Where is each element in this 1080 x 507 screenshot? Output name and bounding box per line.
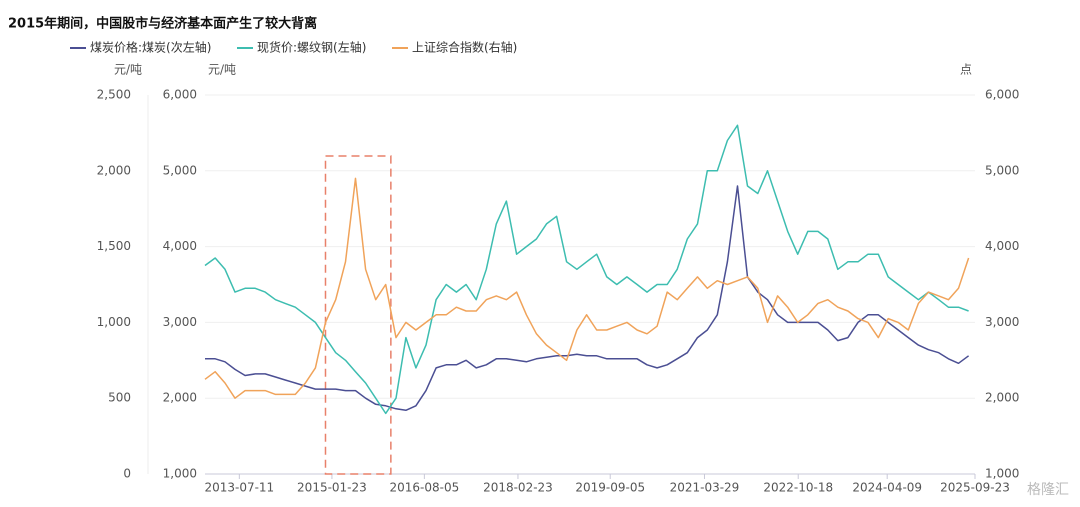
y3-tick-label: 500 xyxy=(108,391,131,405)
y3-tick-label: 0 xyxy=(123,467,131,481)
y-tick-label: 6,000 xyxy=(163,88,197,102)
chart-title: 2015年期间，中国股市与经济基本面产生了较大背离 xyxy=(8,16,317,32)
y2-tick-label: 5,000 xyxy=(985,163,1019,177)
y2-tick-label: 3,000 xyxy=(985,315,1019,329)
x-tick-label: 2019-09-05 xyxy=(575,481,645,495)
x-tick-label: 2013-07-11 xyxy=(204,481,274,495)
y2-tick-label: 6,000 xyxy=(985,88,1019,102)
y2-tick-label: 2,000 xyxy=(985,391,1019,405)
y-tick-label: 5,000 xyxy=(163,163,197,177)
x-tick-label: 2016-08-05 xyxy=(389,481,459,495)
watermark: 格隆汇 xyxy=(1027,482,1069,498)
legend-label: 上证综合指数(右轴) xyxy=(412,40,517,55)
y-tick-label: 2,000 xyxy=(163,391,197,405)
y2-tick-label: 4,000 xyxy=(985,239,1019,253)
x-tick-label: 2025-09-23 xyxy=(940,481,1010,495)
x-tick-label: 2015-01-23 xyxy=(297,481,367,495)
x-tick-label: 2024-04-09 xyxy=(852,481,922,495)
y3-tick-label: 1,000 xyxy=(97,315,131,329)
series-line xyxy=(204,124,969,415)
y3-tick-label: 1,500 xyxy=(97,239,131,253)
series-line xyxy=(204,177,970,399)
legend-label: 现货价:螺纹钢(左轴) xyxy=(257,40,366,55)
legend-label: 煤炭价格:煤炭(次左轴) xyxy=(90,40,211,55)
y-tick-label: 1,000 xyxy=(163,467,197,481)
x-tick-label: 2022-10-18 xyxy=(763,481,833,495)
y-tick-label: 3,000 xyxy=(163,315,197,329)
y-tick-label: 4,000 xyxy=(163,239,197,253)
x-tick-label: 2018-02-23 xyxy=(483,481,553,495)
y2-tick-label: 1,000 xyxy=(985,467,1019,481)
x-tick-label: 2021-03-29 xyxy=(670,481,740,495)
series-line xyxy=(205,185,970,412)
y-axis-unit: 元/吨 xyxy=(208,63,236,77)
y3-tick-label: 2,000 xyxy=(97,163,131,177)
y3-axis-unit: 元/吨 xyxy=(114,63,142,77)
y3-tick-label: 2,500 xyxy=(97,88,131,102)
y2-axis-unit: 点 xyxy=(960,63,972,77)
